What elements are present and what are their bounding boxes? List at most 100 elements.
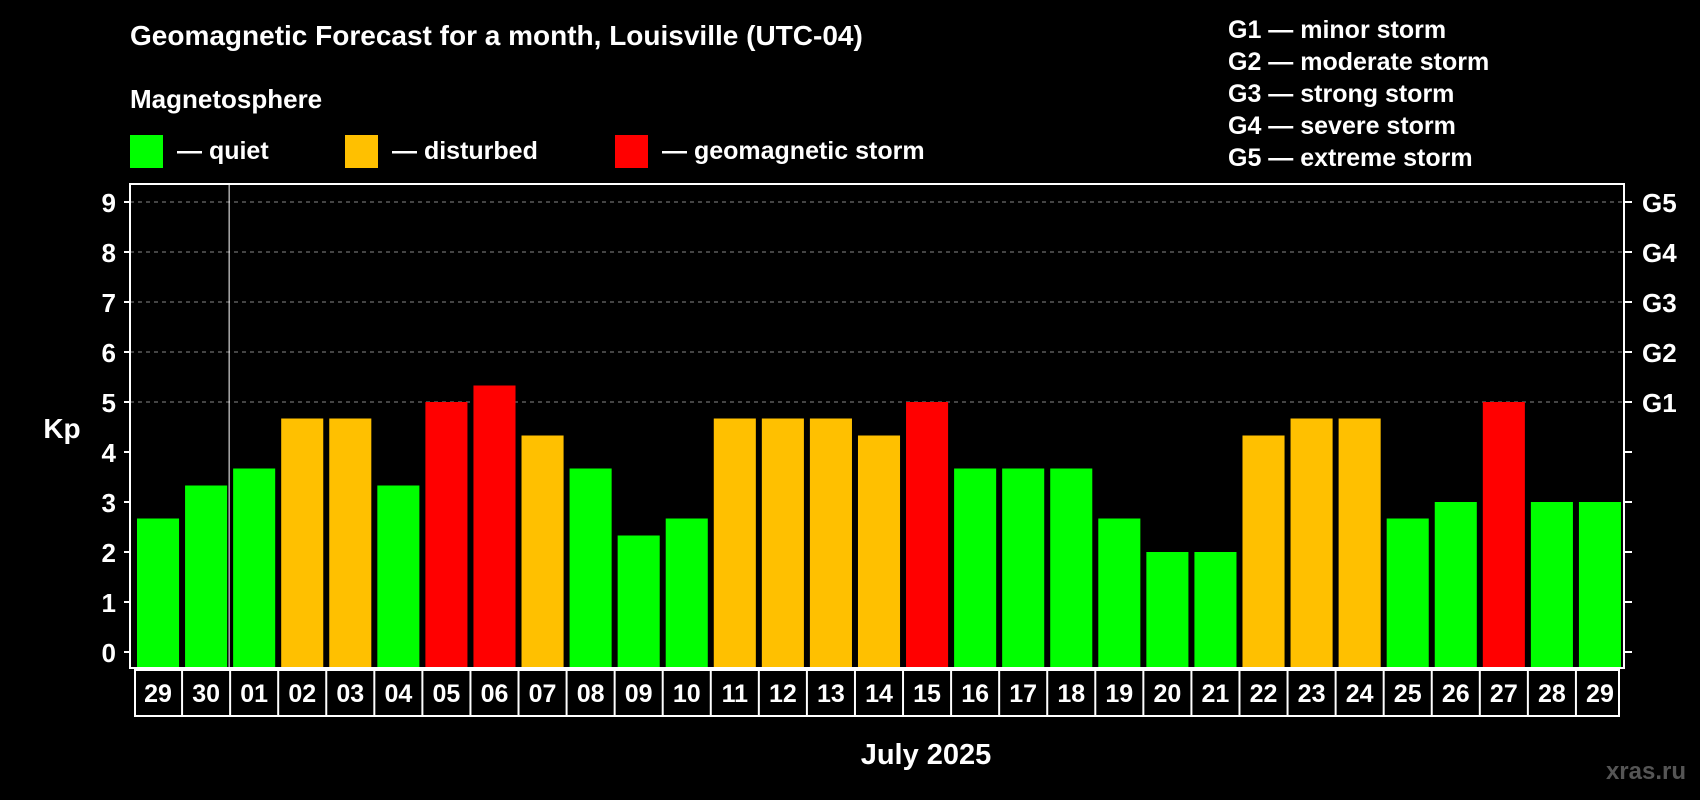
bar-0 (137, 518, 180, 667)
x-tick-label-25: 24 (1346, 680, 1374, 708)
bar-13 (761, 418, 804, 667)
bar-4 (329, 418, 372, 667)
bar-10 (617, 535, 660, 667)
x-tick-label-17: 16 (961, 680, 989, 708)
legend-disturbed-label: — disturbed (392, 136, 538, 165)
bar-6 (425, 402, 468, 667)
right-label-G4: G4 (1642, 238, 1677, 268)
x-tick-label-30: 29 (1586, 680, 1614, 708)
bar-15 (857, 435, 901, 667)
right-label-G5: G5 (1642, 188, 1677, 218)
bar-29 (1530, 502, 1573, 667)
y-tick-label-6: 6 (102, 338, 116, 368)
bar-5 (377, 485, 420, 667)
legend-quiet-label: — quiet (177, 136, 269, 165)
legend-storm-label: — geomagnetic storm (662, 136, 925, 165)
x-tick-label-8: 07 (529, 680, 557, 708)
bar-16 (906, 402, 949, 667)
x-tick-label-3: 02 (288, 680, 316, 708)
x-tick-label-12: 11 (722, 680, 749, 708)
x-tick-label-2: 01 (240, 680, 268, 708)
bar-17 (954, 468, 997, 667)
bar-14 (809, 418, 852, 667)
x-tick-label-26: 25 (1394, 680, 1422, 708)
bar-11 (665, 518, 708, 667)
bar-12 (713, 418, 756, 667)
y-tick-label-3: 3 (102, 488, 116, 518)
x-tick-label-18: 17 (1009, 680, 1037, 708)
x-tick-label-16: 15 (913, 680, 941, 708)
plot-frame (129, 183, 1625, 669)
bar-19 (1050, 468, 1093, 667)
x-tick-label-6: 05 (433, 680, 461, 708)
chart-title: Geomagnetic Forecast for a month, Louisv… (130, 20, 863, 51)
bar-2 (233, 468, 276, 667)
bar-3 (281, 418, 324, 667)
bar-26 (1386, 518, 1429, 667)
g-level-5: G5 — extreme storm (1228, 144, 1473, 172)
x-tick-label-0: 29 (144, 680, 172, 708)
x-tick-label-28: 27 (1490, 680, 1518, 708)
x-tick-label-24: 23 (1298, 680, 1326, 708)
legend-quiet: — quiet (130, 134, 269, 168)
bar-7 (473, 385, 516, 667)
g-level-1: G1 — minor storm (1228, 16, 1447, 44)
bar-8 (521, 435, 564, 667)
y-tick-label-0: 0 (102, 638, 116, 668)
x-tick-labels: 29 30 01 02 03 04 05 06 07 08 09 10 11 12 13 14 15 16 17 18… (134, 669, 1620, 717)
bar-22 (1194, 552, 1237, 667)
bar-27 (1434, 502, 1477, 667)
legend-disturbed: — disturbed (345, 134, 538, 168)
bar-28 (1482, 402, 1525, 667)
y-tick-label-7: 7 (102, 288, 116, 318)
x-tick-label-9: 08 (577, 680, 605, 708)
y-tick-label-8: 8 (102, 238, 116, 268)
x-tick-label-14: 13 (817, 680, 845, 708)
legend-quiet-swatch (130, 134, 163, 168)
right-label-G3: G3 (1642, 288, 1677, 318)
y-tick-label-2: 2 (102, 538, 116, 568)
x-tick-label-13: 12 (769, 680, 797, 708)
magnetosphere-label: Magnetosphere (130, 84, 323, 114)
bar-25 (1338, 418, 1381, 667)
g-scale-legend: G1 — minor storm G2 — moderate storm G3 … (1228, 14, 1489, 174)
x-tick-label-22: 21 (1202, 680, 1230, 708)
x-tick-label-5: 04 (384, 680, 412, 708)
x-tick-label-11: 10 (673, 680, 701, 708)
x-label-box (134, 669, 1620, 717)
x-tick-label-29: 28 (1538, 680, 1566, 708)
g-level-4: G4 — severe storm (1228, 112, 1456, 140)
x-tick-label-10: 09 (625, 680, 653, 708)
y-tick-label-9: 9 (102, 188, 116, 218)
legend-storm-swatch (615, 134, 648, 168)
x-tick-label-27: 26 (1442, 680, 1470, 708)
x-axis-label: July 2025 (861, 739, 992, 771)
x-tick-label-15: 14 (865, 680, 893, 708)
watermark: xras.ru (1605, 758, 1686, 785)
bar-23 (1242, 435, 1285, 667)
bar-20 (1098, 518, 1141, 667)
bars (137, 385, 1621, 667)
grid-lines (130, 201, 1624, 403)
x-tick-label-1: 30 (192, 680, 220, 708)
g-level-3: G3 — strong storm (1228, 80, 1455, 108)
legend-disturbed-swatch (345, 134, 378, 168)
y-tick-label-4: 4 (102, 438, 117, 468)
y-axis-label: Kp (43, 413, 80, 444)
y-tick-label-5: 5 (102, 388, 116, 418)
bar-21 (1146, 552, 1189, 667)
y-tick-label-1: 1 (102, 588, 116, 618)
x-tick-label-21: 20 (1153, 680, 1181, 708)
x-tick-label-23: 22 (1250, 680, 1278, 708)
x-tick-label-7: 06 (481, 680, 509, 708)
x-tick-label-4: 03 (336, 680, 364, 708)
bar-30 (1578, 502, 1621, 667)
x-tick-label-19: 18 (1057, 680, 1085, 708)
legend-storm: — geomagnetic storm (615, 134, 925, 168)
right-label-G1: G1 (1642, 388, 1677, 418)
right-label-G2: G2 (1642, 338, 1677, 368)
axes: 0 1 2 3 4 5 6 7 8 9 G1 G2 G3 G4 G5 (102, 183, 1677, 669)
g-level-2: G2 — moderate storm (1228, 48, 1490, 76)
bar-9 (569, 468, 612, 667)
